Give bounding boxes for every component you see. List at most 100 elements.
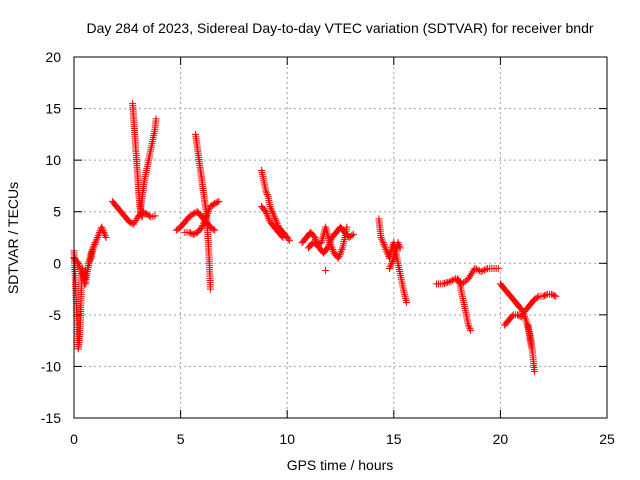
data-point	[540, 292, 548, 300]
data-point	[81, 273, 89, 281]
data-point	[74, 259, 82, 267]
data-point	[386, 264, 394, 272]
data-point	[336, 251, 344, 259]
data-point	[394, 239, 402, 247]
data-point	[188, 211, 196, 219]
data-point	[388, 259, 396, 267]
data-point	[82, 271, 90, 279]
grid-lines	[74, 57, 607, 418]
data-point	[270, 213, 278, 221]
data-point	[76, 264, 84, 272]
data-point	[185, 228, 193, 236]
data-points	[70, 99, 560, 376]
data-point	[264, 213, 272, 221]
x-tick-label: 0	[70, 431, 78, 447]
data-point	[131, 218, 139, 226]
data-point	[439, 280, 447, 288]
data-point	[338, 246, 346, 254]
data-point	[328, 244, 336, 252]
data-point	[326, 239, 334, 247]
data-point	[327, 242, 335, 250]
y-tick-label: 10	[45, 152, 61, 168]
data-point	[268, 206, 276, 214]
data-point	[314, 240, 322, 248]
data-point	[76, 263, 84, 271]
data-point	[517, 304, 525, 312]
data-point	[348, 231, 356, 239]
data-point	[494, 264, 502, 272]
data-point	[99, 227, 107, 235]
data-point	[552, 292, 560, 300]
data-point	[81, 275, 89, 283]
y-tick-label: 20	[45, 49, 61, 65]
data-point	[130, 220, 138, 228]
data-point	[88, 246, 96, 254]
data-point	[265, 216, 273, 224]
data-point	[390, 254, 398, 262]
y-tick-label: 15	[45, 101, 61, 117]
data-point	[88, 247, 96, 255]
x-tick-label: 15	[386, 431, 402, 447]
data-point	[383, 247, 391, 255]
data-point	[268, 208, 276, 216]
data-point	[191, 230, 199, 238]
data-point	[87, 249, 95, 257]
data-point	[508, 312, 516, 320]
data-point	[442, 279, 450, 287]
data-point	[310, 232, 318, 240]
data-point	[198, 223, 206, 231]
data-point	[550, 292, 558, 300]
data-point	[75, 261, 83, 269]
data-point	[542, 291, 550, 299]
data-point	[278, 232, 286, 240]
data-point	[465, 323, 473, 331]
data-point	[311, 234, 319, 241]
data-point	[472, 265, 480, 273]
data-point	[386, 263, 394, 271]
data-point	[327, 240, 335, 248]
data-point	[334, 254, 342, 262]
data-point	[379, 239, 387, 247]
data-point	[482, 265, 490, 273]
data-point	[377, 234, 385, 241]
data-point	[189, 230, 197, 238]
data-point	[337, 249, 344, 257]
y-tick-label: 0	[53, 255, 61, 271]
data-point	[380, 240, 388, 248]
data-point	[539, 292, 547, 300]
data-point	[197, 224, 205, 232]
data-point	[284, 235, 292, 243]
data-point	[272, 216, 280, 224]
data-point	[98, 225, 106, 233]
data-point	[90, 242, 98, 250]
data-point	[329, 247, 337, 255]
data-point	[91, 239, 99, 247]
data-point	[378, 237, 386, 245]
data-point	[335, 252, 343, 260]
data-point	[391, 252, 399, 260]
data-point	[273, 220, 281, 228]
data-point	[444, 278, 452, 286]
x-tick-label: 25	[599, 431, 615, 447]
x-axis-label: GPS time / hours	[287, 457, 394, 473]
data-point	[466, 325, 474, 333]
data-point	[464, 321, 472, 329]
data-point	[91, 240, 99, 248]
data-point	[329, 246, 337, 254]
data-point	[343, 223, 351, 231]
x-tick-label: 10	[279, 431, 295, 447]
data-point	[273, 218, 281, 226]
data-point	[262, 208, 270, 216]
data-point	[389, 256, 397, 264]
data-point	[138, 211, 146, 219]
data-point	[337, 247, 345, 255]
data-point	[467, 326, 475, 334]
data-point	[519, 311, 527, 319]
data-point	[471, 264, 479, 272]
data-point	[102, 234, 110, 241]
data-point	[94, 232, 102, 240]
data-point	[152, 115, 160, 123]
data-point	[524, 322, 532, 330]
data-point	[388, 258, 396, 266]
data-point	[474, 266, 482, 274]
